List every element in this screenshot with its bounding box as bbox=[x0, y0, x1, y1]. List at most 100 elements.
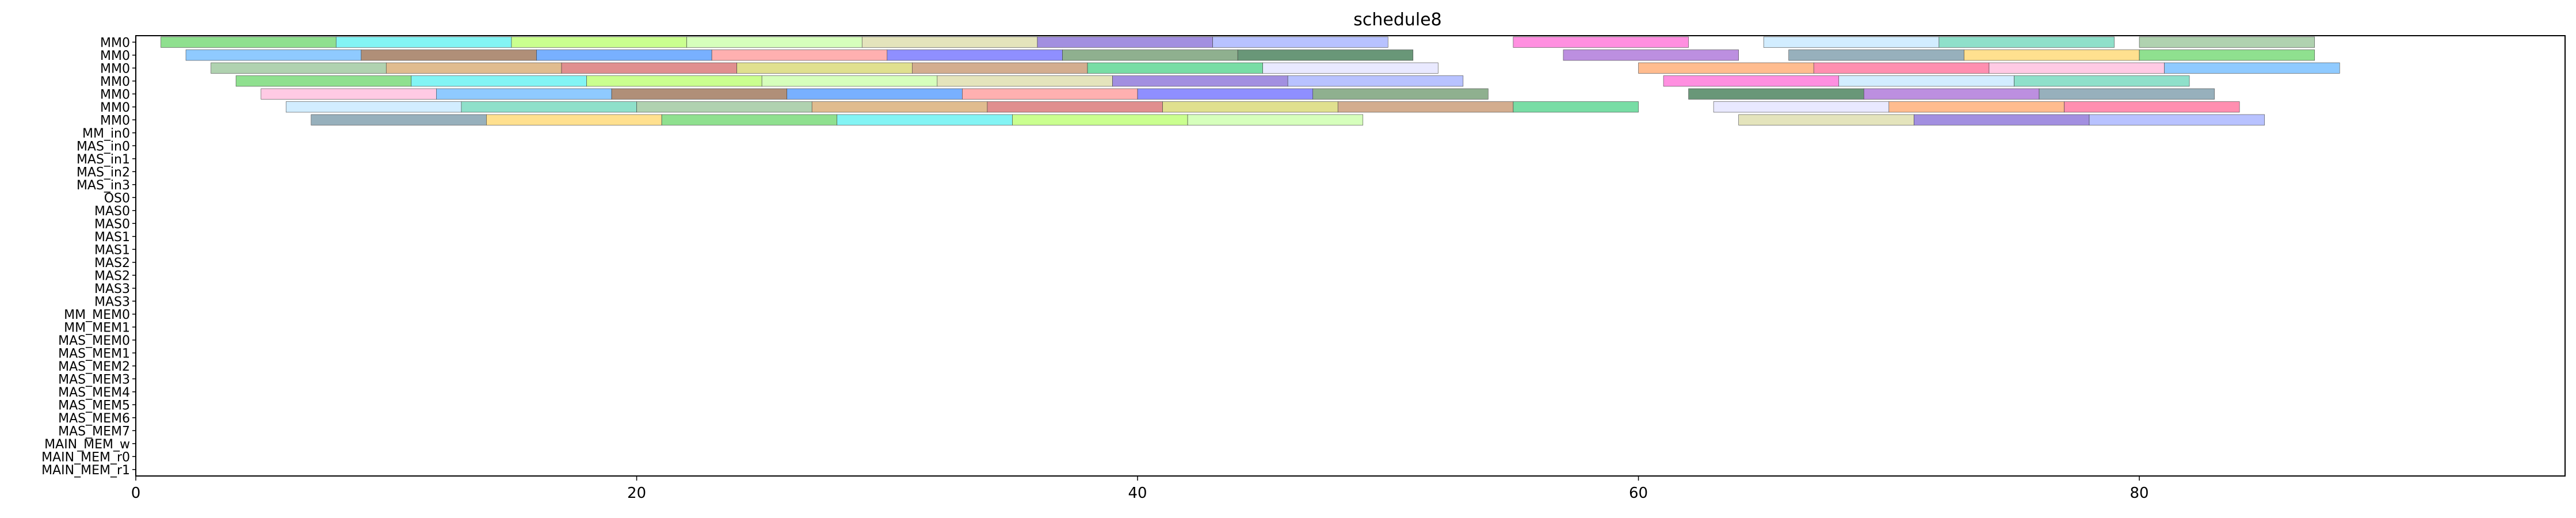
task-bar bbox=[561, 62, 737, 74]
task-bar bbox=[2164, 62, 2340, 74]
task-bar bbox=[1237, 49, 1414, 61]
task-bar bbox=[2139, 36, 2315, 48]
y-tick-label: MAS_MEM0 bbox=[58, 334, 130, 348]
y-tick-label: MAS_in0 bbox=[77, 139, 130, 154]
x-axis: 0 20 40 60 80 bbox=[131, 476, 2149, 502]
y-tick-label: MAS1 bbox=[94, 243, 130, 257]
task-bar bbox=[436, 88, 612, 100]
plot-frame bbox=[135, 35, 2566, 477]
task-bar bbox=[811, 101, 988, 113]
y-tick-label: MAS1 bbox=[94, 230, 130, 245]
y-tick-label: MAS_MEM5 bbox=[58, 398, 130, 413]
y-tick-label: MAS2 bbox=[94, 269, 130, 283]
task-bar bbox=[1212, 36, 1388, 48]
y-tick-label: MM0 bbox=[100, 36, 130, 50]
x-tick-label: 80 bbox=[2130, 485, 2149, 502]
task-bar bbox=[1964, 49, 2140, 61]
y-tick-label: MAS_MEM6 bbox=[58, 412, 130, 426]
task-bar bbox=[2139, 49, 2315, 61]
task-bar bbox=[636, 101, 812, 113]
task-bar bbox=[285, 101, 462, 113]
task-bar bbox=[335, 36, 512, 48]
task-bar bbox=[2064, 101, 2240, 113]
task-bar bbox=[611, 88, 787, 100]
task-bar bbox=[686, 36, 863, 48]
y-tick-label: MAIN_MEM_r1 bbox=[41, 463, 130, 478]
task-bar bbox=[1738, 114, 1914, 125]
y-tick-label: MAS0 bbox=[94, 217, 130, 231]
task-bar bbox=[1888, 101, 2064, 113]
task-bar bbox=[1012, 114, 1188, 125]
y-tick-label: MAS_MEM3 bbox=[58, 372, 130, 387]
task-bar bbox=[661, 114, 838, 125]
task-bar bbox=[386, 62, 562, 74]
task-bar bbox=[1863, 88, 2040, 100]
y-tick-label: MM0 bbox=[100, 101, 130, 115]
task-bar bbox=[1763, 36, 1940, 48]
task-bar bbox=[586, 75, 762, 87]
y-tick-label: MAS_MEM4 bbox=[58, 386, 130, 400]
y-tick-label: MM_MEM1 bbox=[64, 321, 130, 335]
task-bar bbox=[911, 62, 1088, 74]
y-tick-label: OS0 bbox=[104, 191, 130, 205]
task-bar bbox=[2039, 88, 2215, 100]
task-bar bbox=[461, 101, 637, 113]
task-bar bbox=[1813, 62, 1990, 74]
y-tick-label: MAS_in1 bbox=[77, 153, 130, 167]
task-bar bbox=[2089, 114, 2265, 125]
task-bar bbox=[887, 49, 1063, 61]
task-bar bbox=[1262, 62, 1438, 74]
task-bar bbox=[837, 114, 1013, 125]
y-tick-label: MAIN_MEM_r0 bbox=[41, 450, 130, 464]
task-bar bbox=[1914, 114, 2090, 125]
y-tick-label: MAS2 bbox=[94, 256, 130, 271]
y-tick-label: MAS_MEM2 bbox=[58, 360, 130, 374]
task-bar bbox=[1788, 49, 1964, 61]
task-bar bbox=[1162, 101, 1338, 113]
task-bar bbox=[185, 49, 362, 61]
task-bar bbox=[536, 49, 712, 61]
chart-title: schedule8 bbox=[1353, 10, 1442, 30]
y-tick-label: MM_in0 bbox=[82, 127, 130, 141]
y-tick-label: MAS3 bbox=[94, 295, 130, 309]
task-bar bbox=[1337, 101, 1514, 113]
y-tick-label: MAS_in2 bbox=[77, 165, 130, 180]
y-tick-label: MAS3 bbox=[94, 282, 130, 296]
task-bar bbox=[361, 49, 537, 61]
task-bar bbox=[211, 62, 387, 74]
task-bar bbox=[1187, 114, 1364, 125]
y-tick-label: MAS_MEM1 bbox=[58, 346, 130, 361]
task-bars bbox=[161, 36, 2340, 125]
x-tick-label: 40 bbox=[1128, 485, 1147, 502]
task-bar bbox=[411, 75, 587, 87]
task-bar bbox=[1312, 88, 1489, 100]
task-bar bbox=[1137, 88, 1314, 100]
x-tick-label: 0 bbox=[131, 485, 141, 502]
y-tick-label: MM0 bbox=[100, 49, 130, 63]
task-bar bbox=[962, 88, 1138, 100]
task-bar bbox=[736, 62, 913, 74]
task-bar bbox=[2014, 75, 2190, 87]
task-bar bbox=[1087, 62, 1263, 74]
task-bar bbox=[261, 88, 437, 100]
x-tick-label: 20 bbox=[627, 485, 646, 502]
task-bar bbox=[161, 36, 337, 48]
y-tick-label: MM0 bbox=[100, 62, 130, 76]
task-bar bbox=[1713, 101, 1890, 113]
task-bar bbox=[987, 101, 1163, 113]
task-bar bbox=[1638, 62, 1814, 74]
task-bar bbox=[1989, 62, 2165, 74]
y-tick-label: MM0 bbox=[100, 75, 130, 89]
task-bar bbox=[311, 114, 487, 125]
y-tick-label: MAS_in3 bbox=[77, 178, 130, 193]
task-bar bbox=[1838, 75, 2014, 87]
y-axis-labels: MM0MM0MM0MM0MM0MM0MM0MM_in0MAS_in0MAS_in… bbox=[41, 36, 136, 478]
task-bar bbox=[1513, 101, 1639, 113]
y-tick-label: MAS_MEM7 bbox=[58, 424, 130, 439]
task-bar bbox=[1938, 36, 2115, 48]
task-bar bbox=[1062, 49, 1238, 61]
task-bar bbox=[1688, 88, 1864, 100]
y-tick-label: MM0 bbox=[100, 87, 130, 102]
task-bar bbox=[235, 75, 412, 87]
